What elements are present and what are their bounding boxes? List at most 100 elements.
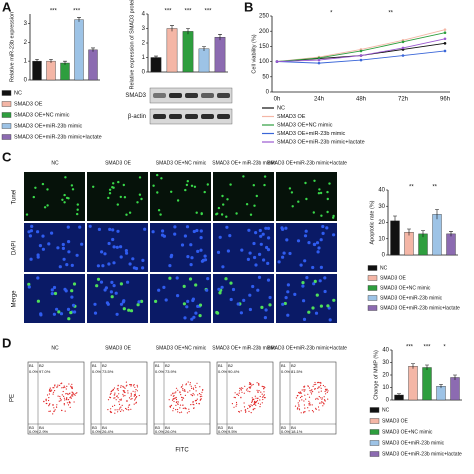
cell-dot [110, 411, 113, 413]
cell-dot [45, 400, 47, 402]
cell-dot [103, 252, 107, 256]
significance: *** [204, 9, 212, 15]
cell-dot [118, 403, 121, 405]
cell-dot [318, 188, 321, 191]
cell-dot [302, 317, 307, 321]
cell-dot [113, 397, 115, 399]
cell-dot [221, 194, 224, 198]
cell-dot [320, 397, 322, 399]
quadrant-label: 73.5% [102, 369, 114, 374]
cell-dot [115, 399, 117, 401]
cell-dot [240, 387, 242, 389]
cell-dot [124, 395, 126, 397]
row-label: DAPI [12, 241, 18, 255]
cell-dot [175, 387, 178, 389]
cell-dot [52, 413, 54, 415]
cell-dot [233, 406, 235, 408]
legend-swatch [1, 101, 12, 107]
cell-dot [175, 391, 177, 393]
cell-dot [122, 393, 124, 395]
point [359, 58, 363, 62]
cell-dot [182, 407, 184, 409]
cell-dot [191, 394, 193, 396]
cell-dot [36, 253, 40, 257]
column-header: SMAD3 OE+miR-23b mimic+lactate [267, 160, 347, 166]
cell-dot [206, 183, 209, 186]
cell-dot [190, 394, 192, 396]
cell-dot [63, 404, 65, 406]
cell-dot [266, 226, 271, 230]
cell-dot [122, 183, 126, 187]
significance: *** [423, 345, 431, 351]
cell-dot [243, 406, 246, 408]
cell-dot [218, 291, 222, 295]
cell-dot [133, 384, 135, 386]
cell-dot [305, 197, 308, 201]
cell-dot [236, 302, 240, 306]
cell-dot [71, 188, 75, 191]
cell-dot [48, 397, 50, 399]
cell-dot [38, 244, 43, 248]
cell-dot [195, 402, 198, 404]
cell-dot [61, 387, 63, 389]
error-bar [425, 364, 429, 370]
cell-dot [168, 264, 172, 268]
cell-dot [325, 393, 327, 395]
legend-swatch [1, 90, 12, 96]
point [359, 54, 363, 57]
cell-dot [72, 282, 77, 286]
cell-dot [196, 398, 198, 400]
column-header: NC [51, 345, 59, 351]
cell-dot [181, 396, 183, 399]
cell-dot [67, 399, 70, 401]
cell-dot [256, 382, 258, 384]
cell-dot [315, 241, 320, 245]
cell-dot [179, 404, 182, 406]
quadrant-label: 0.0% [155, 369, 165, 374]
cell-dot [320, 381, 322, 384]
cell-dot [119, 407, 121, 409]
cell-dot [308, 404, 310, 406]
quadrant-label: B4 [291, 425, 297, 430]
cell-dot [255, 397, 257, 399]
cell-dot [199, 386, 201, 388]
cell-dot [312, 242, 316, 246]
cell-dot [52, 285, 57, 290]
cell-dot [127, 390, 129, 392]
cell-dot [263, 175, 267, 178]
cell-dot [96, 277, 101, 281]
y-axis-label: Relative expression of SMAD3 protein [129, 0, 135, 89]
cell-dot [116, 409, 118, 411]
cell-dot [248, 307, 252, 312]
point [401, 46, 405, 50]
cell-dot [53, 291, 58, 296]
cell-dot [241, 391, 243, 393]
cell-dot [117, 180, 120, 184]
cell-dot [120, 399, 122, 401]
cell-dot [221, 265, 225, 269]
cell-dot [240, 396, 242, 398]
cell-dot [118, 393, 120, 395]
legend-swatch [369, 429, 380, 435]
cell-dot [260, 305, 264, 309]
significance: * [443, 345, 446, 351]
cell-dot [304, 394, 306, 396]
cell-dot [157, 209, 161, 212]
cell-dot [134, 391, 136, 393]
cell-dot [193, 404, 195, 406]
cell-dot [143, 227, 147, 231]
x-tick-label: 24h [314, 97, 324, 103]
cell-dot [185, 183, 189, 187]
cell-dot [205, 288, 209, 292]
cell-dot [176, 294, 180, 298]
cell-dot [57, 384, 59, 386]
y-tick-label: 30 [382, 360, 389, 366]
cell-dot [61, 242, 65, 247]
cell-dot [309, 404, 311, 406]
cell-dot [258, 383, 260, 385]
cell-dot [114, 404, 116, 406]
cell-dot [63, 193, 66, 197]
cell-dot [259, 395, 261, 398]
error-bar [202, 46, 206, 51]
cell-dot [112, 388, 114, 390]
